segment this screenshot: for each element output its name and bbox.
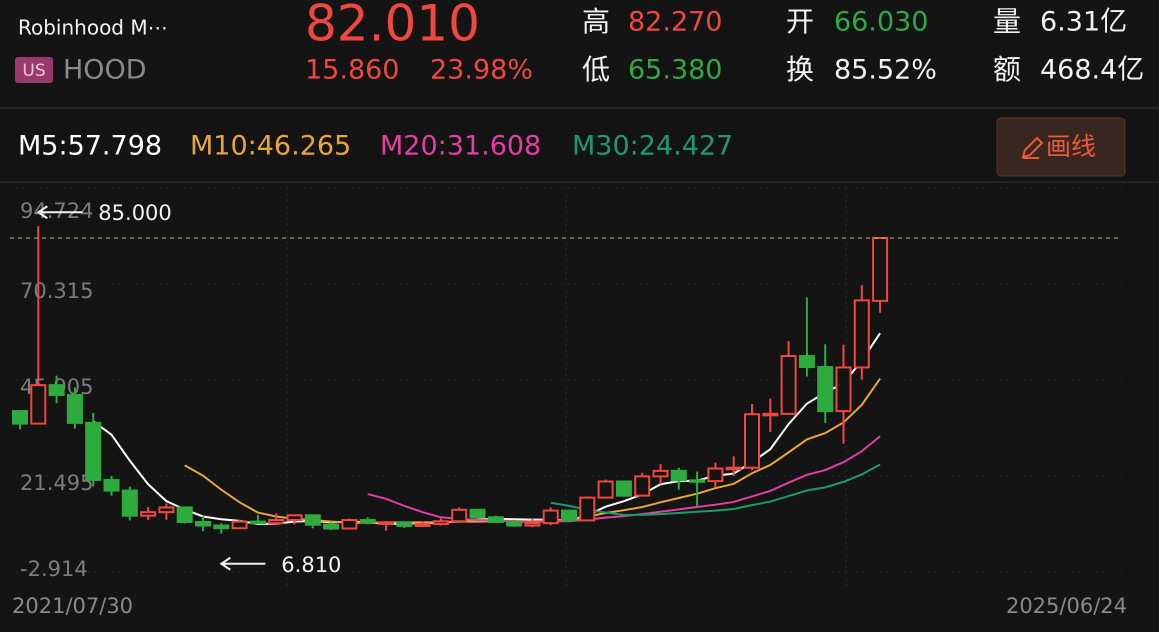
button-label[interactable]: 画线 (1046, 132, 1096, 161)
v-grid (286, 188, 847, 590)
stat-value: 82.270 (628, 7, 722, 38)
market-badge (15, 57, 53, 83)
stat-label: 高 (582, 5, 610, 38)
stat-value: 65.380 (628, 55, 722, 86)
candle-body (66, 394, 83, 424)
candle-body (396, 521, 413, 527)
candle-body (780, 355, 797, 415)
stat-label: 换 (786, 53, 814, 86)
candle-body (158, 506, 175, 514)
candle-body (249, 520, 266, 525)
candle-body (286, 514, 303, 522)
candle-body (231, 520, 248, 530)
candle-body (176, 506, 193, 523)
annotation-label: 85.000 (98, 201, 171, 225)
change-pct: 23.98% (430, 55, 533, 86)
stock-name: Robinhood M⋯ (18, 16, 168, 40)
candle-body (140, 511, 157, 517)
draw-button[interactable]: 画线 (996, 117, 1126, 177)
candle-body (542, 509, 559, 525)
candle-body (762, 412, 779, 417)
candle-body (506, 520, 523, 527)
candle-body (304, 514, 321, 526)
candle-body (121, 489, 138, 517)
candle-body (853, 299, 870, 369)
ticker: HOOD (63, 55, 147, 86)
candle-body (835, 366, 852, 413)
stat-value: 6.31亿 (1040, 7, 1127, 38)
candle-body (634, 475, 651, 497)
candle-body (652, 469, 669, 478)
candle-body (341, 519, 358, 530)
candle-body (103, 478, 120, 492)
candle-body (561, 509, 577, 522)
candle-body (414, 522, 431, 527)
legend-entry: M30:24.427 (572, 131, 733, 162)
stat-label: 额 (993, 53, 1021, 86)
candle-body (451, 508, 468, 523)
candle-body (323, 523, 340, 530)
stat-value: 85.52% (834, 55, 937, 86)
candle-body (689, 479, 706, 483)
stat-label: 量 (993, 5, 1021, 38)
y-tick-label: 70.315 (20, 279, 93, 303)
ma-line (92, 332, 881, 525)
legend-entry: M10:46.265 (190, 131, 351, 162)
x-start-label: 2021/07/30 (12, 594, 133, 618)
candle-body (213, 524, 230, 530)
ma-line (184, 378, 881, 524)
candle-body (817, 366, 834, 413)
x-end-label: 2025/06/24 (1006, 594, 1127, 618)
stat-value: 468.4亿 (1040, 55, 1144, 86)
price: 82.010 (305, 0, 480, 53)
candle-body (432, 520, 449, 525)
candle-body (798, 355, 815, 369)
candle-body (579, 496, 596, 522)
annotation-arrow (36, 205, 83, 220)
stat-label: 开 (786, 5, 814, 38)
ma-line (367, 435, 881, 523)
button-bg[interactable] (996, 117, 1126, 177)
y-tick-label: -2.914 (20, 557, 88, 581)
annotation-arrow (219, 556, 266, 571)
candle-body (615, 480, 632, 497)
candle-body (12, 410, 28, 425)
candle-body (359, 519, 376, 524)
y-tick-label: 94.724 (20, 199, 93, 223)
candle-body (725, 466, 742, 471)
candle-body (469, 508, 486, 519)
stat-value: 66.030 (834, 7, 928, 38)
legend-entry: M5:57.798 (18, 131, 162, 162)
candle-body (670, 469, 687, 482)
stat-label: 低 (582, 53, 610, 86)
annotation-label: 6.810 (281, 553, 341, 577)
candle-body (268, 519, 285, 525)
candle-body (48, 384, 65, 397)
y-tick-label: 21.495 (20, 471, 93, 495)
candle-body (195, 520, 211, 527)
change: 15.860 (305, 55, 399, 86)
ma-line (550, 463, 881, 516)
candle-body (597, 480, 614, 499)
candle-body (378, 521, 394, 525)
candle-body (487, 516, 504, 523)
candle-body (85, 421, 102, 481)
candle-body (524, 522, 541, 527)
candle-body (872, 237, 889, 302)
candle-body (30, 384, 47, 425)
pencil-icon (1021, 136, 1044, 159)
legend-entry: M20:31.608 (380, 131, 541, 162)
candle-body (744, 413, 760, 469)
market-label: US (22, 61, 45, 81)
candle-body (707, 467, 724, 483)
